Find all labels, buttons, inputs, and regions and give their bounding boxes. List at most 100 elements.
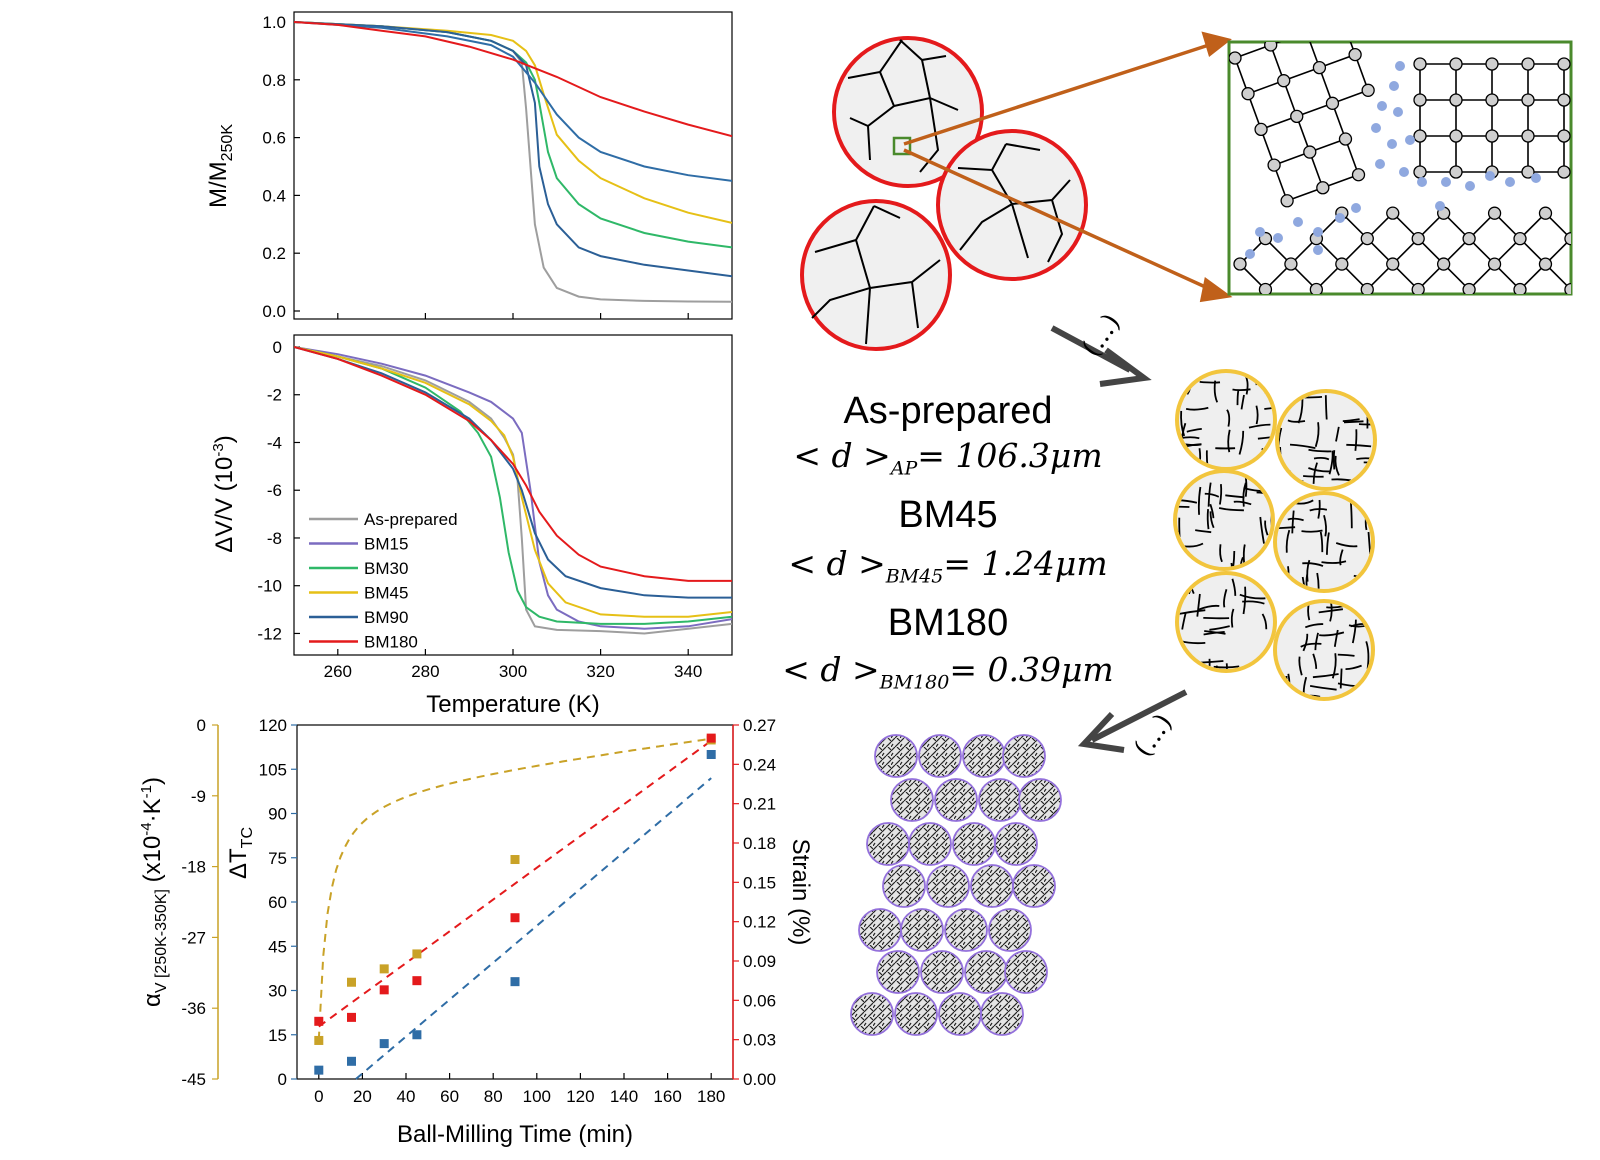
lattice-atoms xyxy=(1229,42,1571,294)
b-ytick-label-5: -10 xyxy=(257,577,282,596)
panel-c-alpha-label: αV [250K-350K] (x10-4·K-1) xyxy=(138,777,170,1007)
b-ytick-label-4: -8 xyxy=(267,529,282,548)
small-grain-24 xyxy=(850,992,894,1036)
legend-label-bm15: BM15 xyxy=(364,535,408,554)
lattice-defect-7 xyxy=(1375,159,1385,169)
panel-a-x-ticks xyxy=(337,313,689,319)
c-strain-tick-label-1: 0.03 xyxy=(743,1031,776,1050)
c-point-delta_T_TC-2 xyxy=(379,1039,389,1049)
small-grain-6 xyxy=(978,778,1022,822)
lattice-defect-18 xyxy=(1313,227,1323,237)
c-point-delta_T_TC-0 xyxy=(314,1065,324,1075)
legend-label-bm45: BM45 xyxy=(364,584,408,603)
panel-b-frame xyxy=(293,334,733,656)
c-xtick-label-3: 60 xyxy=(440,1087,459,1106)
panel-b-y-ticks: 0 -2 -4 -6 -8 -10 -12 xyxy=(257,338,300,643)
panel-c-frame xyxy=(296,724,734,1080)
lattice-defect-2 xyxy=(1377,101,1387,111)
c-xtick-label-2: 40 xyxy=(397,1087,416,1106)
small-grain-2 xyxy=(962,734,1006,778)
panel-b-x-ticks: 260 280 300 320 340 xyxy=(324,649,702,681)
c-strain-fit xyxy=(318,739,712,1028)
lattice-defect-15 xyxy=(1255,227,1265,237)
a-ytick-label-2: 0.4 xyxy=(262,186,286,205)
panel-a-series xyxy=(294,21,732,303)
small-grain-23 xyxy=(1004,950,1048,994)
lattice-inset xyxy=(1227,40,1573,296)
medium-grain-2 xyxy=(1173,469,1275,571)
flow-arrow-2 xyxy=(1077,689,1188,753)
c-strain-tick-label-5: 0.15 xyxy=(743,873,776,892)
c-alpha-tick-label-3: -27 xyxy=(181,928,206,947)
small-grain-5 xyxy=(934,778,978,822)
c-dT-tick-label-3: 45 xyxy=(268,937,287,956)
small-grain-15 xyxy=(1012,864,1056,908)
c-xtick-label-9: 180 xyxy=(697,1087,725,1106)
lattice-defect-5 xyxy=(1387,139,1397,149)
small-grain-14 xyxy=(970,864,1014,908)
b-ytick-label-3: -6 xyxy=(267,481,282,500)
c-dT-tick-label-6: 90 xyxy=(268,805,287,824)
c-point-strain-0 xyxy=(314,1016,324,1026)
lattice-defect-11 xyxy=(1465,181,1475,191)
c-dT-tick-label-0: 0 xyxy=(278,1070,287,1089)
c-dT-tick-label-5: 75 xyxy=(268,849,287,868)
small-grain-21 xyxy=(920,950,964,994)
lattice-defect-8 xyxy=(1399,167,1409,177)
c-alpha-tick-label-4: -36 xyxy=(181,999,206,1018)
medium-grain-0 xyxy=(1175,369,1277,471)
zoom-box xyxy=(892,136,912,156)
small-grain-11 xyxy=(994,822,1038,866)
zoom-arrow-head-top xyxy=(1201,31,1232,57)
small-grain-25 xyxy=(894,992,938,1036)
b-xtick-label-3: 320 xyxy=(586,662,614,681)
panel-b-xlabel: Temperature (K) xyxy=(426,691,599,718)
small-grain-19 xyxy=(988,908,1032,952)
b-series-bm15 xyxy=(294,346,732,630)
c-point-strain-3 xyxy=(412,976,422,986)
small-grain-12 xyxy=(882,864,926,908)
c-xtick-label-0: 0 xyxy=(314,1087,323,1106)
b-series-bm45 xyxy=(294,346,732,618)
large-grains-schematic xyxy=(800,31,1573,351)
c-xtick-label-6: 120 xyxy=(566,1087,594,1106)
medium-grain-5 xyxy=(1273,599,1375,701)
a-series-bm180 xyxy=(294,21,732,182)
c-dT-fit xyxy=(355,777,712,1080)
c-strain-tick-label-7: 0.21 xyxy=(743,795,776,814)
c-point-alpha_V-0 xyxy=(314,1035,324,1045)
lattice-defect-21 xyxy=(1313,245,1323,255)
lattice-defect-22 xyxy=(1245,249,1255,259)
legend-label-bm30: BM30 xyxy=(364,559,408,578)
panel-magnetization: 0.0 0.2 0.4 0.6 0.8 1.0 M/M250K xyxy=(205,11,733,321)
a-series-bm15 xyxy=(294,21,732,138)
small-grains-schematic xyxy=(850,734,1062,1036)
medium-grain-4 xyxy=(1175,571,1277,673)
b-series-as-prepared xyxy=(294,346,732,635)
small-grain-16 xyxy=(858,908,902,952)
large-grain-2 xyxy=(936,129,1088,281)
label-bm180: BM180 xyxy=(887,602,1009,644)
c-alpha-tick-label-2: -18 xyxy=(181,858,206,877)
small-grain-22 xyxy=(964,950,1008,994)
panel-c-strain-label: Strain (%) xyxy=(787,839,814,946)
b-ytick-label-2: -4 xyxy=(267,433,282,452)
legend-label-bm90: BM90 xyxy=(364,608,408,627)
lattice-defect-4 xyxy=(1371,123,1381,133)
b-series-bm90 xyxy=(294,346,732,599)
c-point-strain-1 xyxy=(347,1012,356,1022)
size-as-prepared: < d >AP= 106.3μm xyxy=(793,436,1103,480)
c-strain-tick-label-0: 0.00 xyxy=(743,1070,776,1089)
c-xtick-label-4: 80 xyxy=(484,1087,503,1106)
a-series-bm45 xyxy=(294,21,732,224)
large-grain-1 xyxy=(832,36,984,188)
c-xtick-label-7: 140 xyxy=(610,1087,638,1106)
c-strain-tick-label-2: 0.06 xyxy=(743,991,776,1010)
legend-label-as-prepared: As-prepared xyxy=(364,510,458,529)
c-strain-tick-label-3: 0.09 xyxy=(743,952,776,971)
lattice-defect-12 xyxy=(1485,171,1495,181)
b-series-bm180 xyxy=(294,346,732,582)
a-ytick-label-1: 0.2 xyxy=(262,244,286,263)
ellipsis-1: (...) xyxy=(1076,308,1126,362)
